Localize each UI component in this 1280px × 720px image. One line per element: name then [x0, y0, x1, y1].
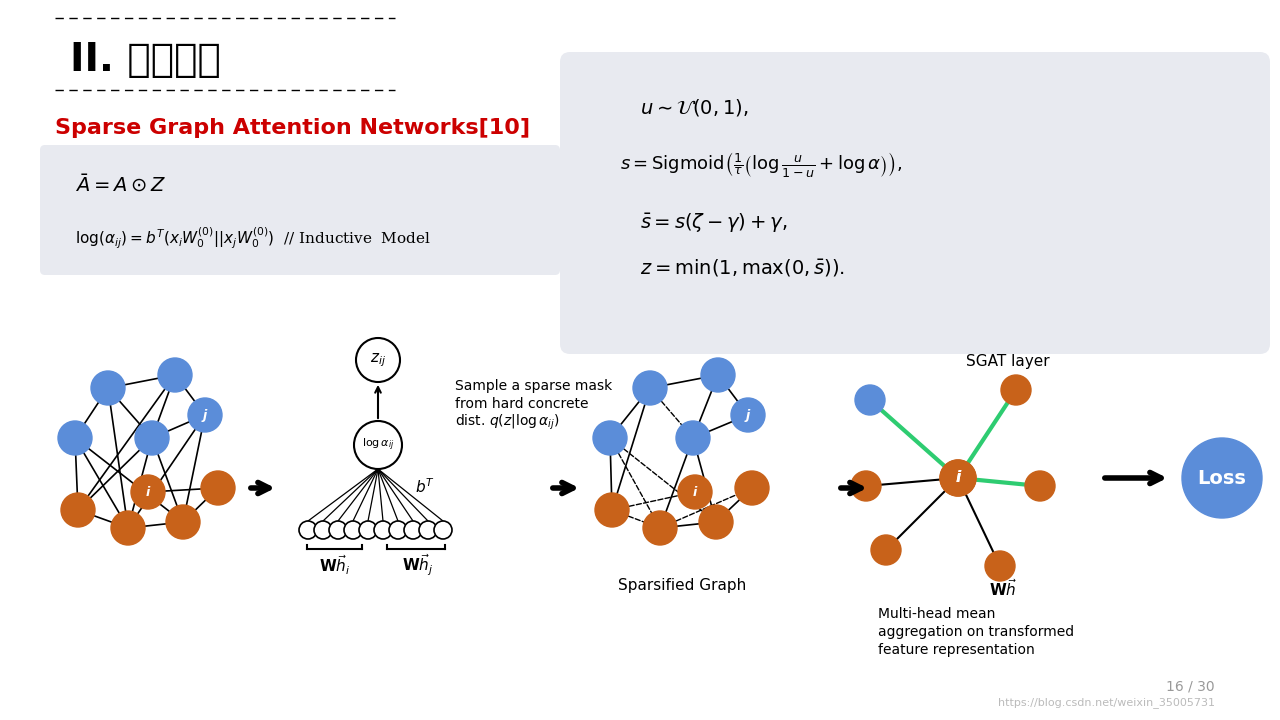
Circle shape: [593, 421, 627, 455]
Circle shape: [986, 551, 1015, 581]
Circle shape: [940, 460, 977, 496]
Text: $u \sim \mathcal{U}(0,1),$: $u \sim \mathcal{U}(0,1),$: [640, 97, 749, 119]
Circle shape: [404, 521, 422, 539]
Text: $\bar{s} = s(\zeta - \gamma) + \gamma,$: $\bar{s} = s(\zeta - \gamma) + \gamma,$: [640, 212, 787, 235]
Text: $s = \mathrm{Sigmoid}\left(\frac{1}{\tau}\left(\log\frac{u}{1-u} + \log\alpha\ri: $s = \mathrm{Sigmoid}\left(\frac{1}{\tau…: [620, 150, 902, 179]
Circle shape: [344, 521, 362, 539]
Circle shape: [678, 475, 712, 509]
Circle shape: [166, 505, 200, 539]
Text: $z = \min(1, \max(0, \bar{s})).$: $z = \min(1, \max(0, \bar{s})).$: [640, 258, 845, 279]
Circle shape: [699, 505, 733, 539]
Text: $b^T$: $b^T$: [415, 477, 435, 496]
Text: dist. $q(z|\log\alpha_{ij})$: dist. $q(z|\log\alpha_{ij})$: [454, 413, 559, 433]
Circle shape: [595, 493, 628, 527]
Text: $\log\alpha_{ij}$: $\log\alpha_{ij}$: [362, 437, 394, 453]
FancyBboxPatch shape: [40, 145, 561, 275]
Circle shape: [940, 460, 977, 496]
Circle shape: [355, 421, 402, 469]
Text: from hard concrete: from hard concrete: [454, 397, 589, 411]
Text: $\mathbf{W}\vec{h}$: $\mathbf{W}\vec{h}$: [989, 578, 1018, 599]
Circle shape: [1181, 438, 1262, 518]
Circle shape: [870, 535, 901, 565]
Circle shape: [643, 511, 677, 545]
Circle shape: [358, 521, 378, 539]
Circle shape: [58, 421, 92, 455]
Text: Sparse Graph Attention Networks[10]: Sparse Graph Attention Networks[10]: [55, 118, 530, 138]
Text: j: j: [202, 408, 207, 421]
Text: i: i: [955, 470, 960, 485]
Circle shape: [201, 471, 236, 505]
Circle shape: [134, 421, 169, 455]
Circle shape: [1025, 471, 1055, 501]
Circle shape: [1001, 375, 1030, 405]
Text: Sparsified Graph: Sparsified Graph: [618, 578, 746, 593]
Text: i: i: [692, 485, 698, 498]
Circle shape: [735, 471, 769, 505]
Circle shape: [634, 371, 667, 405]
Circle shape: [111, 511, 145, 545]
Text: j: j: [746, 408, 750, 421]
Circle shape: [851, 471, 881, 501]
Text: II. 相关工作: II. 相关工作: [70, 41, 221, 79]
Circle shape: [676, 421, 710, 455]
Text: $\log(\alpha_{ij}) = b^T(x_i W_0^{(0)} || x_j W_0^{(0)})$  // Inductive  Model: $\log(\alpha_{ij}) = b^T(x_i W_0^{(0)} |…: [76, 225, 431, 251]
Text: $\bar{A} = A \odot Z$: $\bar{A} = A \odot Z$: [76, 174, 166, 196]
Circle shape: [91, 371, 125, 405]
Circle shape: [731, 398, 765, 432]
Circle shape: [314, 521, 332, 539]
Text: 16 / 30: 16 / 30: [1166, 679, 1215, 693]
Text: $z_{ij}$: $z_{ij}$: [370, 351, 387, 369]
Text: $\mathbf{W}\vec{h}_j$: $\mathbf{W}\vec{h}_j$: [402, 552, 434, 577]
Circle shape: [356, 338, 399, 382]
Circle shape: [701, 358, 735, 392]
Text: Multi-head mean: Multi-head mean: [878, 607, 996, 621]
Circle shape: [434, 521, 452, 539]
Circle shape: [131, 475, 165, 509]
Text: SGAT layer: SGAT layer: [966, 354, 1050, 369]
Text: Sample a sparse mask: Sample a sparse mask: [454, 379, 612, 393]
Circle shape: [329, 521, 347, 539]
FancyBboxPatch shape: [561, 52, 1270, 354]
Text: https://blog.csdn.net/weixin_35005731: https://blog.csdn.net/weixin_35005731: [998, 698, 1215, 708]
Text: aggregation on transformed: aggregation on transformed: [878, 625, 1074, 639]
Circle shape: [157, 358, 192, 392]
Circle shape: [855, 385, 884, 415]
Text: Loss: Loss: [1198, 469, 1247, 487]
Circle shape: [374, 521, 392, 539]
Text: i: i: [955, 470, 960, 485]
Circle shape: [300, 521, 317, 539]
Circle shape: [389, 521, 407, 539]
Circle shape: [61, 493, 95, 527]
Circle shape: [419, 521, 436, 539]
Text: $\mathbf{W}\vec{h}_i$: $\mathbf{W}\vec{h}_i$: [319, 553, 351, 577]
Text: feature representation: feature representation: [878, 643, 1034, 657]
Circle shape: [188, 398, 221, 432]
Text: i: i: [146, 485, 150, 498]
